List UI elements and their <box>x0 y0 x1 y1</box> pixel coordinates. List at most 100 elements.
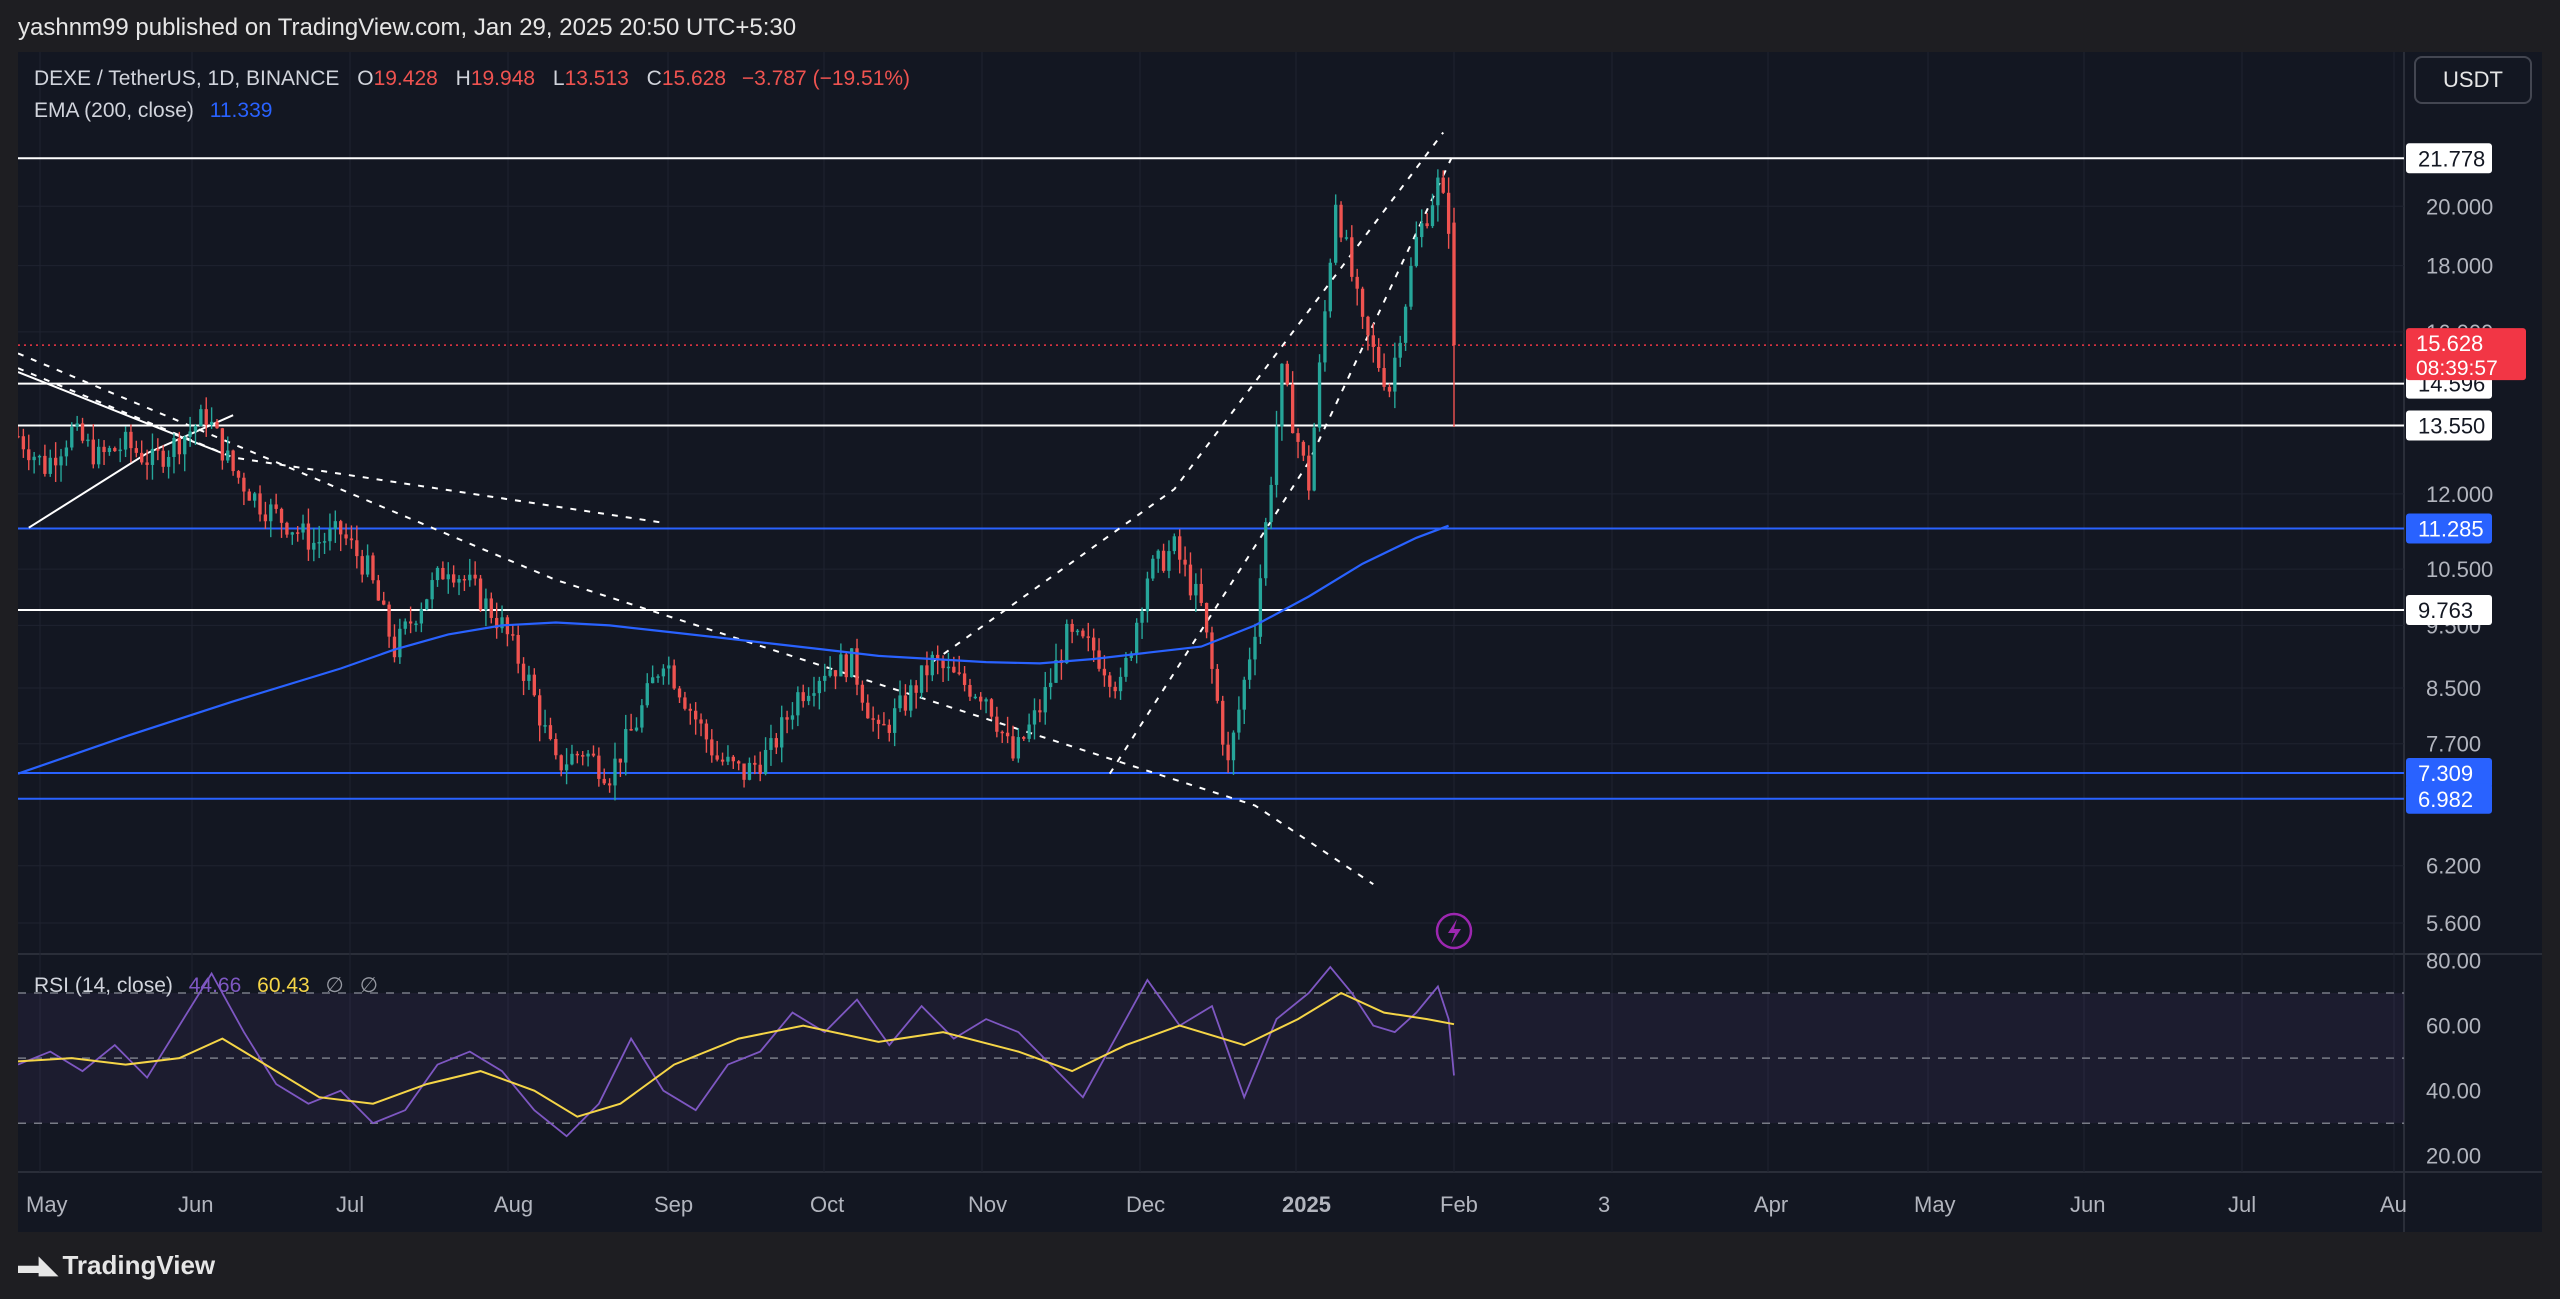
candle-body <box>301 523 305 533</box>
candle-body <box>629 729 633 731</box>
candle-body <box>758 764 762 774</box>
candle-body <box>1204 602 1209 633</box>
candle-body <box>925 665 929 676</box>
candle-body <box>242 477 246 492</box>
price-tick-label: 5.600 <box>2426 911 2481 936</box>
candle-body <box>1317 362 1322 428</box>
candle-body <box>1000 731 1004 734</box>
candle-body <box>177 437 182 455</box>
candle-body <box>312 542 316 550</box>
candle-body <box>962 673 967 685</box>
candle-body <box>64 447 69 457</box>
candle-body <box>597 755 601 779</box>
price-tick-label: 20.000 <box>2426 194 2493 219</box>
candle-body <box>1091 637 1096 651</box>
candle-body <box>134 448 138 453</box>
candle-body <box>258 493 262 515</box>
time-axis[interactable]: May Jun Jul Aug Sep Oct Nov Dec 2025 Feb 3 Apr May Ju… <box>26 1192 2407 1217</box>
candle-body <box>1393 357 1397 392</box>
candle-body <box>1231 732 1236 761</box>
legend-c-value: 15.628 <box>662 67 726 90</box>
candle-body <box>376 580 381 601</box>
time-tick-label: Jun <box>178 1192 213 1217</box>
candle-body <box>989 699 994 717</box>
candle-body <box>957 672 961 674</box>
price-tick-label: 6.200 <box>2426 854 2481 879</box>
candle-body <box>747 762 752 780</box>
lightning-event-icon[interactable] <box>1435 912 1473 950</box>
candle-body <box>936 654 940 661</box>
candle-body <box>817 680 822 694</box>
candle-body <box>1247 659 1252 680</box>
horizontal-levels[interactable] <box>18 157 2404 800</box>
candle-body <box>1054 659 1058 683</box>
currency-button[interactable]: USDT <box>2414 56 2532 104</box>
candle-body <box>414 623 418 625</box>
price-axis[interactable]: 20.00018.00016.00012.00010.5009.5008.500… <box>2406 143 2526 1169</box>
candle-body <box>823 675 827 681</box>
candle-body <box>1253 636 1257 660</box>
legend-o-value: 19.428 <box>374 67 438 90</box>
candle-body <box>1102 668 1107 676</box>
candle-body <box>909 685 913 711</box>
candle-body <box>1237 709 1241 733</box>
candle-body <box>43 455 47 474</box>
rsi-lines <box>17 965 1455 1138</box>
candle-body <box>876 719 881 724</box>
candle-body <box>704 723 709 740</box>
candle-body <box>231 450 235 472</box>
price-tick-label: 8.500 <box>2426 676 2481 701</box>
candle-body <box>516 634 520 664</box>
upper-dotted-trendline <box>17 367 664 524</box>
candle-body <box>1344 237 1349 239</box>
candle-body <box>387 604 391 637</box>
candle-body <box>645 683 649 706</box>
candle-body <box>494 617 499 629</box>
candle-body <box>1446 192 1451 234</box>
level-price-label: 9.763 <box>2418 598 2473 623</box>
candle-body <box>1183 559 1187 565</box>
candle-body <box>548 725 553 739</box>
candle-body <box>586 753 590 757</box>
candle-body <box>726 756 730 762</box>
candle-body <box>903 695 908 711</box>
candle-body <box>306 523 311 550</box>
time-tick-label: Jul <box>2228 1192 2256 1217</box>
candle-body <box>489 598 493 618</box>
rsi-label: RSI (14, close) <box>34 974 173 997</box>
legend-h-value: 19.948 <box>471 67 535 90</box>
candle-body <box>1016 737 1021 759</box>
candle-body <box>1360 288 1365 317</box>
rsi-bands <box>18 992 2404 1124</box>
candle-body <box>1403 306 1408 343</box>
rsi-tick-label: 80.00 <box>2426 949 2481 974</box>
candle-body <box>887 724 891 733</box>
candle-body <box>602 778 606 784</box>
time-tick-label: Aug <box>494 1192 533 1217</box>
candle-body <box>80 423 85 441</box>
candle-body <box>398 628 402 658</box>
candle-body <box>140 452 144 463</box>
level-price-label: 13.550 <box>2418 413 2485 438</box>
candle-body <box>408 621 413 624</box>
candle-body <box>188 431 192 437</box>
chart-frame[interactable]: 20.00018.00016.00012.00010.5009.5008.500… <box>16 52 2542 1232</box>
candle-body <box>1113 686 1117 692</box>
candle-body <box>1307 455 1311 491</box>
candle-body <box>1178 536 1182 560</box>
candle-body <box>731 756 735 762</box>
candle-body <box>1301 441 1306 456</box>
price-chart[interactable]: 20.00018.00016.00012.00010.5009.5008.500… <box>16 52 2542 1232</box>
candle-body <box>1070 623 1074 632</box>
candle-body <box>774 738 779 748</box>
candle-body <box>16 435 20 438</box>
candle-body <box>1425 223 1429 227</box>
candle-body <box>91 439 95 465</box>
trendlines[interactable] <box>17 131 1455 886</box>
candle-body <box>737 761 741 764</box>
candle-body <box>1296 433 1300 442</box>
rising-solid-line-a <box>17 371 223 455</box>
candle-body <box>882 723 886 726</box>
candle-body <box>866 702 870 719</box>
countdown-label: 08:39:57 <box>2416 357 2498 380</box>
